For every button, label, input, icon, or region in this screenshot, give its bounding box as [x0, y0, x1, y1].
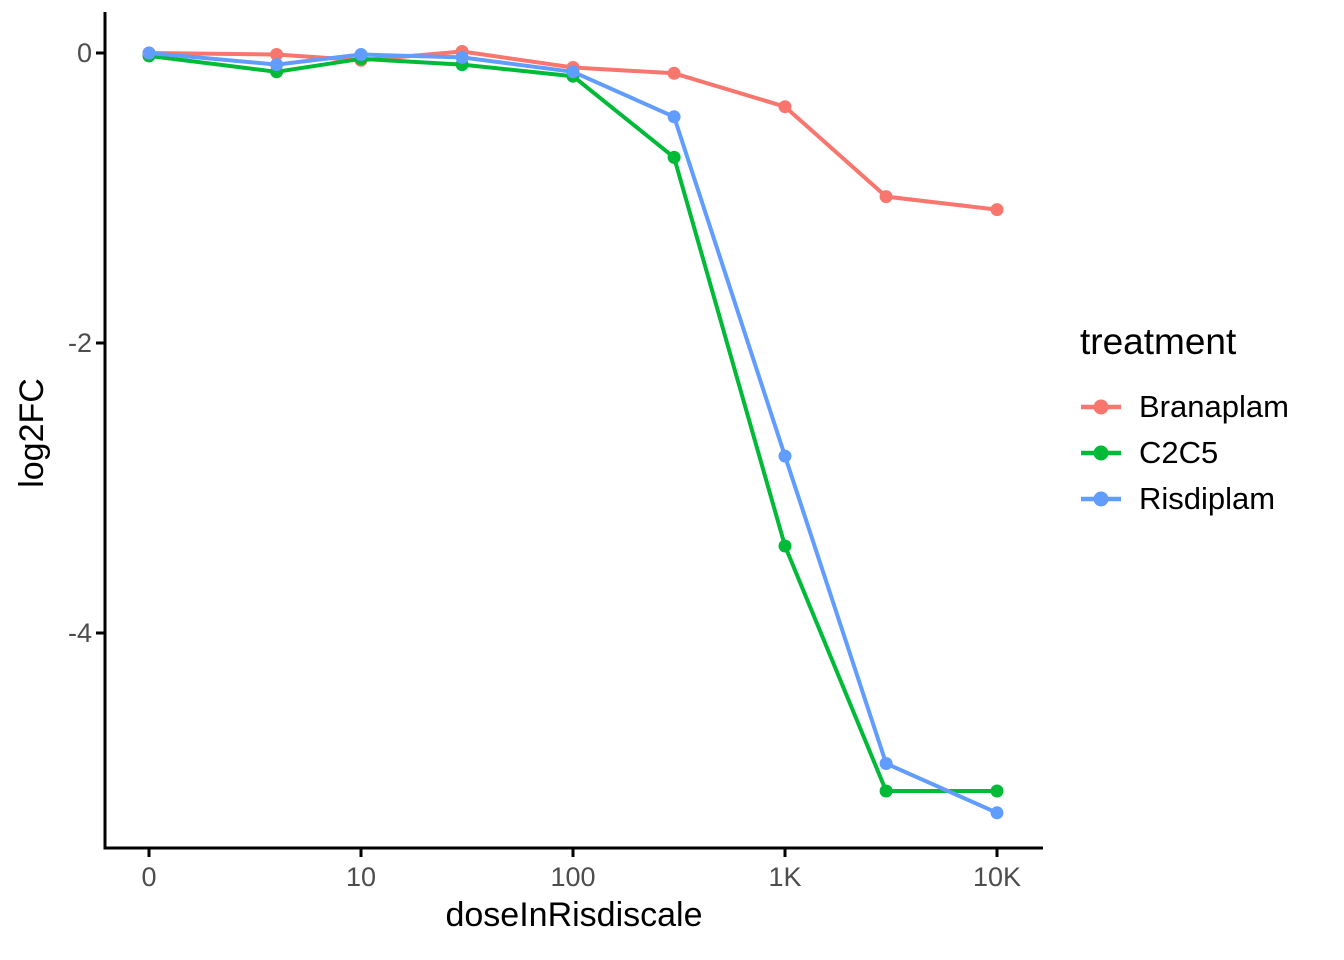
data-point-risdiplam — [990, 806, 1004, 820]
data-point-risdiplam — [667, 110, 681, 124]
legend-key-c2c5 — [1081, 445, 1121, 461]
data-point-c2c5 — [879, 784, 893, 798]
x-tick-label: 100 — [550, 862, 596, 892]
legend-key-branaplam — [1081, 399, 1121, 415]
data-point-branaplam — [879, 190, 893, 204]
legend-key-risdiplam — [1081, 491, 1121, 507]
x-tick-label: 0 — [141, 862, 157, 892]
x-axis-title: doseInRisdiscale — [445, 896, 703, 934]
legend-key-point — [1093, 445, 1109, 461]
data-point-c2c5 — [667, 150, 681, 164]
legend-key-point — [1093, 491, 1109, 507]
data-point-risdiplam — [778, 449, 792, 463]
y-tick-label: 0 — [76, 38, 92, 68]
data-point-risdiplam — [142, 46, 156, 60]
legend-entry-risdiplam: Risdiplam — [1080, 476, 1289, 522]
legend-entry-branaplam: Branaplam — [1080, 384, 1289, 430]
data-point-risdiplam — [879, 757, 893, 770]
x-tick-label: 1K — [768, 862, 802, 892]
legend-label: Branaplam — [1139, 389, 1289, 424]
series-line-risdiplam — [148, 51, 998, 815]
data-point-branaplam — [778, 100, 792, 114]
series-layer — [142, 45, 1004, 820]
legend-title: treatment — [1080, 321, 1237, 362]
legend-entry-c2c5: C2C5 — [1080, 430, 1289, 476]
x-tick-label: 10K — [972, 862, 1022, 892]
series-line-c2c5 — [148, 53, 997, 793]
data-point-c2c5 — [990, 784, 1004, 798]
data-point-risdiplam — [354, 48, 368, 61]
legend-label: Risdiplam — [1139, 481, 1276, 516]
y-tick-label: -2 — [67, 328, 92, 358]
data-point-risdiplam — [566, 65, 580, 79]
data-point-branaplam — [270, 48, 284, 61]
y-axis-title: log2FC — [13, 378, 51, 488]
legend-key-point — [1093, 399, 1109, 415]
data-point-risdiplam — [270, 58, 284, 72]
y-tick-label: -4 — [67, 618, 92, 648]
legend-label: C2C5 — [1139, 435, 1219, 470]
data-point-c2c5 — [778, 539, 792, 553]
data-point-risdiplam — [455, 50, 469, 64]
x-tick-label: 10 — [345, 862, 377, 892]
data-point-branaplam — [990, 203, 1004, 217]
legend: treatment Branaplam C2C5 Risdiplam — [1080, 322, 1289, 522]
data-point-branaplam — [667, 66, 681, 80]
